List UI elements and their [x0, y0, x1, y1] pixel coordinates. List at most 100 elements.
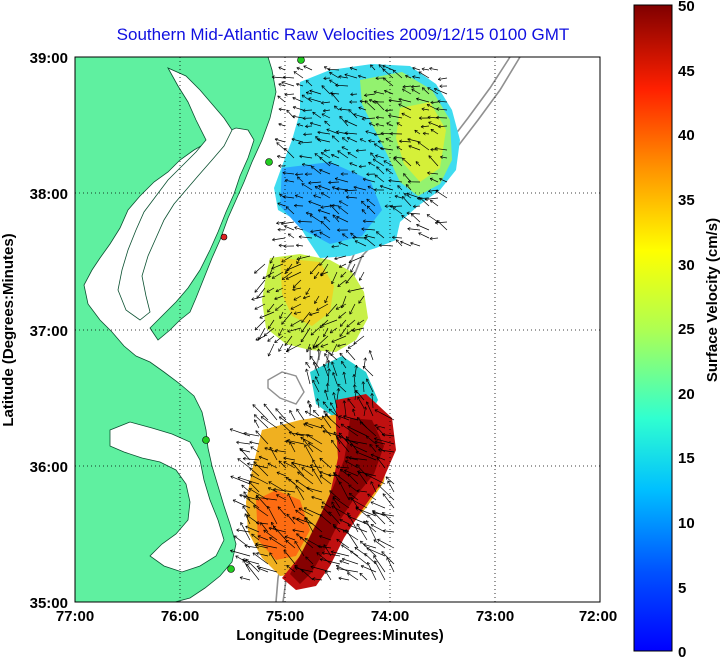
velocity-arrow-head — [263, 403, 267, 407]
velocity-arrow — [269, 552, 278, 565]
velocity-arrow-head — [321, 501, 325, 505]
velocity-arrow — [347, 287, 365, 292]
velocity-arrow-head — [320, 205, 324, 209]
radar-site-marker[interactable] — [220, 233, 228, 241]
velocity-arrow-head — [412, 66, 416, 71]
velocity-arrow-head — [319, 470, 323, 475]
velocity-arrow-head — [285, 476, 290, 481]
velocity-arrow-head — [319, 557, 323, 562]
velocity-arrow — [287, 493, 296, 509]
velocity-arrow-head — [339, 435, 343, 439]
velocity-arrow-head — [286, 565, 290, 569]
velocity-arrow — [323, 109, 331, 112]
velocity-arrow-head — [347, 398, 351, 402]
velocity-arrow — [327, 360, 330, 369]
velocity-arrow-head — [308, 346, 312, 350]
velocity-arrow — [320, 152, 331, 159]
velocity-arrow-head — [328, 180, 332, 185]
velocity-arrow-head — [302, 295, 307, 300]
velocity-arrow — [373, 539, 386, 549]
velocity-arrow-head — [281, 259, 285, 263]
velocity-arrow-head — [337, 343, 341, 348]
velocity-arrow — [295, 433, 314, 437]
velocity-arrow — [337, 279, 347, 287]
velocity-arrow — [302, 163, 313, 167]
velocity-arrow-head — [253, 505, 257, 509]
velocity-arrow — [345, 349, 356, 361]
velocity-arrow-head — [353, 113, 357, 117]
velocity-arrow — [338, 241, 349, 247]
velocity-arrow — [331, 154, 340, 159]
velocity-arrow-head — [254, 543, 258, 548]
velocity-arrow — [299, 536, 314, 549]
velocity-arrow — [419, 197, 430, 207]
radar-sites — [202, 57, 305, 573]
velocity-arrow — [331, 505, 350, 517]
velocity-arrow-head — [296, 66, 300, 71]
velocity-arrow-head — [283, 549, 287, 554]
velocity-arrow — [256, 494, 269, 509]
radar-site-marker[interactable] — [202, 436, 210, 444]
velocity-arrow — [402, 85, 412, 88]
velocity-arrow — [384, 90, 394, 95]
velocity-arrow-head — [246, 514, 250, 519]
velocity-arrow — [337, 150, 349, 159]
velocity-arrow-head — [366, 562, 371, 566]
velocity-arrow-head — [382, 493, 386, 497]
velocity-arrow — [339, 352, 347, 361]
velocity-arrow-head — [276, 142, 280, 146]
velocity-arrow — [267, 462, 278, 469]
velocity-arrow — [243, 432, 260, 437]
velocity-arrow-head — [292, 528, 296, 533]
velocity-arrow-head — [310, 332, 315, 336]
velocity-arrow-head — [292, 105, 297, 110]
velocity-arrow — [336, 388, 340, 401]
velocity-arrow — [328, 181, 340, 183]
velocity-arrow-head — [374, 174, 378, 178]
velocity-arrow — [275, 449, 287, 453]
x-tick-label: 77:00 — [56, 608, 94, 625]
velocity-arrow — [324, 414, 341, 429]
velocity-arrow-head — [381, 551, 385, 555]
velocity-arrow — [319, 156, 331, 167]
velocity-arrow-head — [434, 146, 438, 151]
velocity-arrow-head — [329, 79, 333, 83]
radar-site-marker[interactable] — [297, 57, 305, 64]
velocity-arrow — [293, 311, 302, 315]
velocity-arrow-head — [286, 267, 290, 272]
velocity-arrow-head — [319, 231, 323, 235]
velocity-arrow — [353, 374, 356, 385]
velocity-arrow-head — [346, 331, 350, 335]
velocity-arrow-head — [368, 139, 372, 143]
velocity-arrow-head — [326, 360, 331, 364]
velocity-arrow-head — [284, 535, 288, 539]
velocity-arrow — [303, 438, 314, 453]
radar-site-marker[interactable] — [227, 565, 235, 573]
velocity-arrow — [341, 544, 359, 557]
velocity-arrow — [321, 319, 338, 327]
velocity-arrow-head — [317, 209, 322, 213]
velocity-arrow-head — [332, 524, 337, 528]
velocity-arrow — [401, 215, 412, 223]
velocity-arrow — [312, 578, 323, 581]
velocity-arrow-head — [349, 100, 353, 104]
velocity-arrow-head — [286, 439, 290, 443]
velocity-arrow-head — [338, 481, 343, 485]
velocity-arrow-head — [317, 130, 321, 135]
velocity-arrow — [398, 98, 412, 103]
velocity-arrow-head — [298, 141, 302, 145]
velocity-arrow-head — [359, 99, 363, 104]
velocity-arrow-head — [292, 287, 296, 292]
radar-site-marker[interactable] — [265, 158, 273, 166]
velocity-arrow — [347, 426, 368, 437]
velocity-arrow — [245, 525, 260, 533]
velocity-arrow — [320, 221, 331, 231]
velocity-arrow-head — [300, 436, 304, 441]
velocity-arrow-head — [406, 211, 410, 216]
velocity-arrow-head — [426, 103, 431, 108]
velocity-arrow-head — [255, 521, 260, 525]
velocity-arrow — [346, 319, 356, 328]
velocity-arrow — [263, 529, 278, 541]
velocity-arrow — [254, 319, 266, 331]
velocity-arrow-head — [338, 264, 343, 268]
